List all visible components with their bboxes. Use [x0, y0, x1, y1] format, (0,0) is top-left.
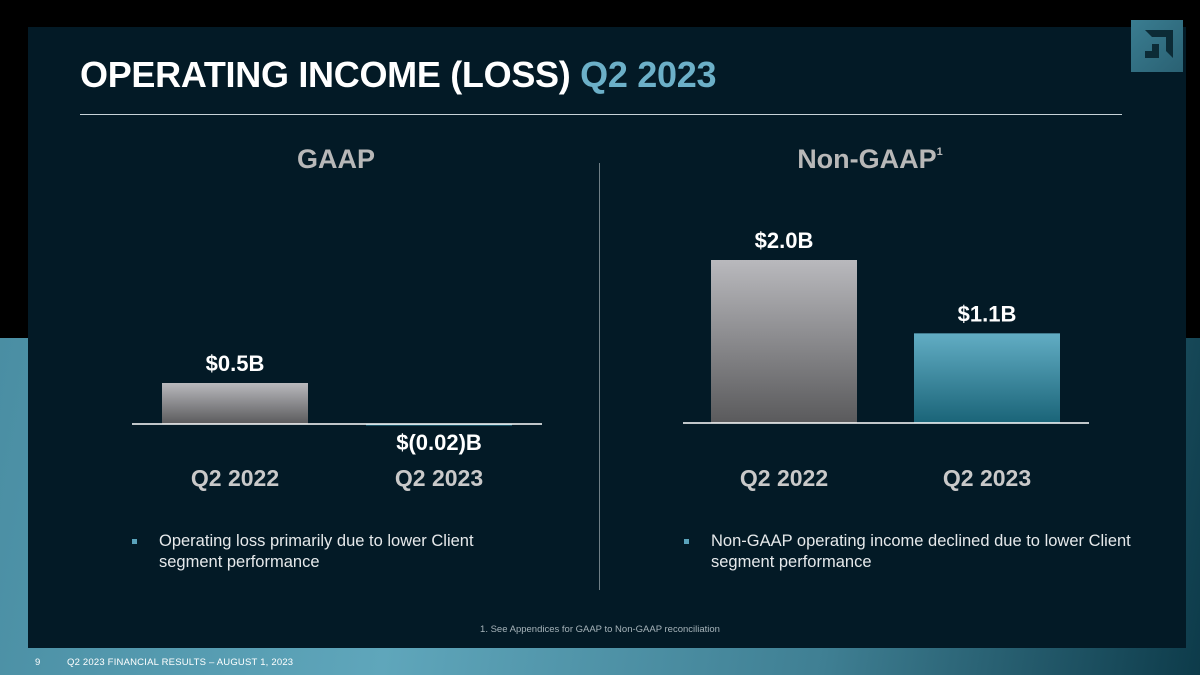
footnote-marker: 1: [936, 146, 943, 158]
gaap-bar-1: [366, 424, 512, 426]
non-gaap-chart-title: Non-GAAP1: [770, 144, 970, 175]
non-gaap-data-label-1: $1.1B: [958, 301, 1017, 326]
footer-text: Q2 2023 FINANCIAL RESULTS – AUGUST 1, 20…: [67, 657, 294, 668]
non-gaap-title-text: Non-GAAP: [797, 144, 937, 174]
non-gaap-bar-0: [711, 260, 857, 423]
gaap-data-label-0: $0.5B: [206, 351, 265, 376]
bullet-square-icon: [684, 539, 689, 544]
gaap-title-text: GAAP: [296, 144, 375, 174]
footnote: 1. See Appendices for GAAP to Non-GAAP r…: [480, 624, 720, 635]
non-gaap-category-label-1: Q2 2023: [943, 465, 1031, 491]
non-gaap-chart: $2.0B Q2 2022 $1.1B Q2 2023: [683, 228, 1089, 491]
chart-divider: [599, 163, 600, 590]
gaap-data-label-1: $(0.02)B: [396, 430, 482, 455]
gaap-bar-0: [162, 383, 308, 424]
non-gaap-data-label-0: $2.0B: [755, 228, 814, 253]
gaap-category-label-0: Q2 2022: [191, 465, 279, 491]
page-title: OPERATING INCOME (LOSS) Q2 2023: [80, 54, 716, 96]
gaap-chart-title: GAAP: [236, 144, 436, 175]
amd-arrow-logo-icon: [1131, 20, 1183, 72]
gaap-bullet-text: Operating loss primarily due to lower Cl…: [159, 532, 474, 571]
gaap-bullet: Operating loss primarily due to lower Cl…: [132, 531, 539, 573]
non-gaap-bar-1: [914, 333, 1060, 423]
non-gaap-category-label-0: Q2 2022: [740, 465, 828, 491]
non-gaap-bullet: Non-GAAP operating income declined due t…: [684, 531, 1131, 573]
gaap-chart: $0.5B Q2 2022 $(0.02)B Q2 2023: [132, 351, 542, 491]
gaap-category-label-1: Q2 2023: [395, 465, 483, 491]
title-accent: Q2 2023: [580, 54, 717, 95]
title-divider: [80, 114, 1122, 115]
page-number: 9: [35, 657, 41, 668]
title-main: OPERATING INCOME (LOSS): [80, 54, 571, 95]
non-gaap-bullet-text: Non-GAAP operating income declined due t…: [711, 532, 1131, 571]
bullet-square-icon: [132, 539, 137, 544]
